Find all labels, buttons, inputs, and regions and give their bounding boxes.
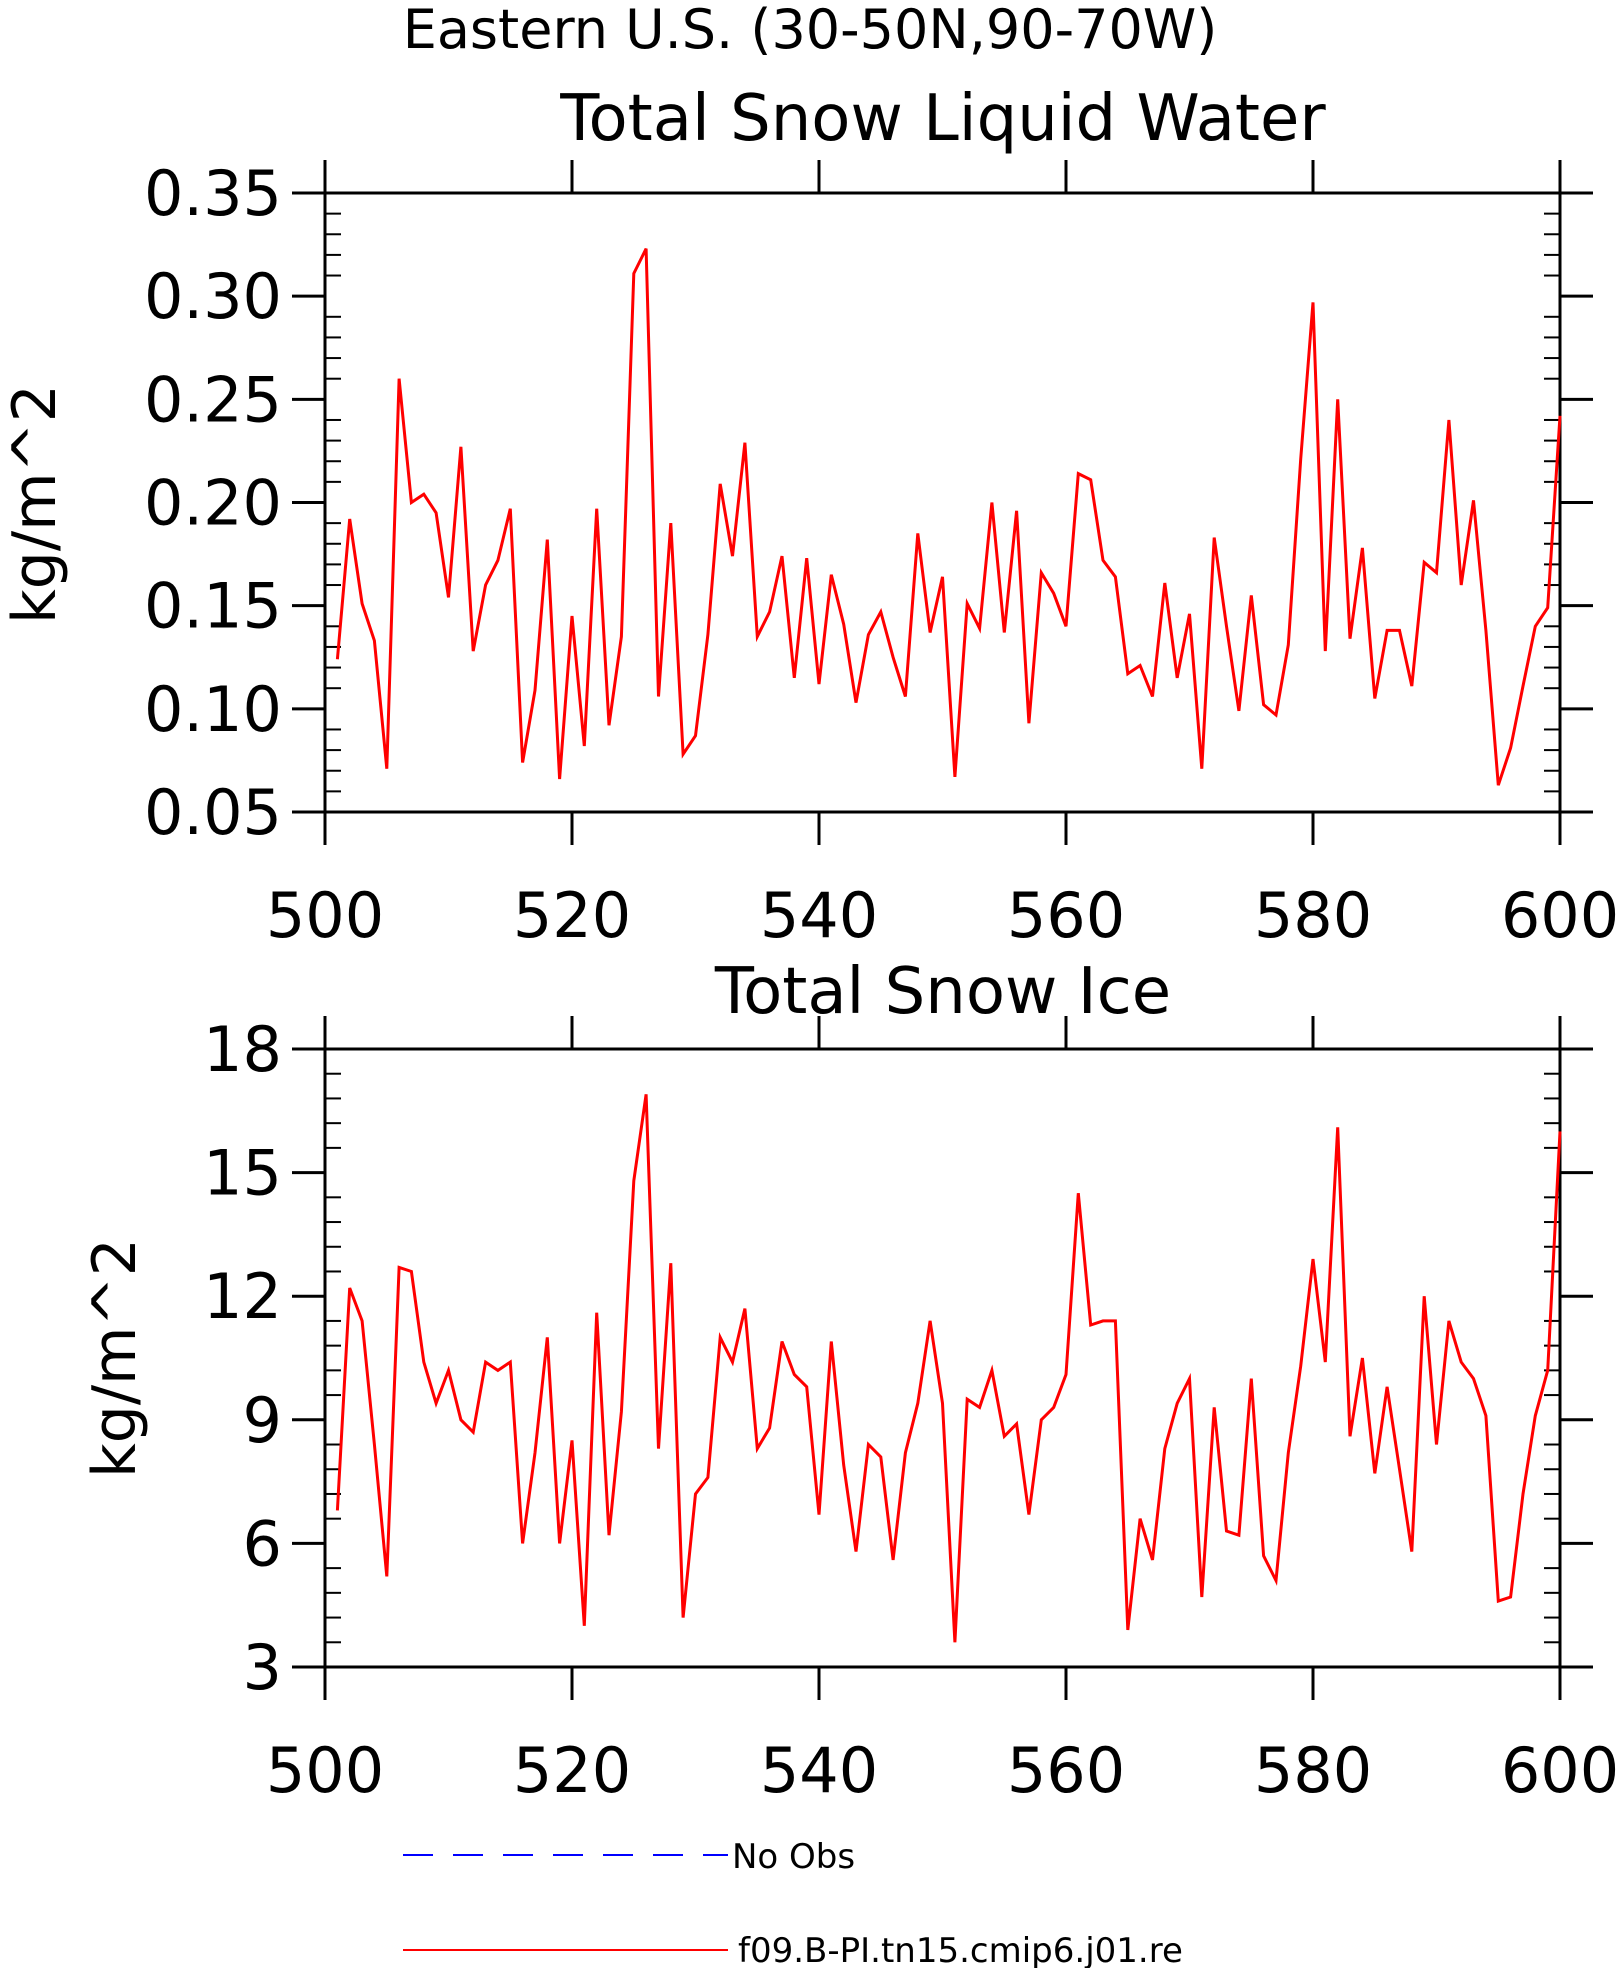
series-line [335, 1094, 1562, 1643]
x-tick-label: 500 [266, 879, 384, 952]
legend-label-model: f09.B-PI.tn15.cmip6.j01.re [738, 1931, 1183, 1968]
series-line [335, 248, 1562, 786]
x-tick-label: 580 [1254, 879, 1372, 952]
y-tick-label: 9 [243, 1384, 282, 1457]
y-axis-label: kg/m^2 [80, 1238, 150, 1478]
x-tick-label: 540 [760, 1734, 878, 1807]
y-tick-label: 0.25 [144, 363, 282, 436]
x-tick-label: 580 [1254, 1734, 1372, 1807]
y-tick-label: 0.20 [144, 467, 282, 540]
plot-frame [323, 191, 1562, 814]
x-tick-label: 560 [1007, 879, 1125, 952]
panel-title: Total Snow Ice [714, 955, 1171, 1029]
x-tick-label: 600 [1501, 1734, 1619, 1807]
plot-frame [323, 1047, 1562, 1669]
y-tick-label: 0.35 [144, 157, 282, 230]
y-tick-label: 0.10 [144, 673, 282, 746]
figure-title: Eastern U.S. (30-50N,90-70W) [403, 0, 1218, 61]
panel-title: Total Snow Liquid Water [559, 82, 1326, 156]
y-tick-label: 0.30 [144, 260, 282, 333]
panel-total-snow-ice: Total Snow Ice kg/m^2 500 520 540 560 580 600… [80, 955, 1619, 1807]
y-axis-label: kg/m^2 [0, 384, 70, 624]
x-tick-label: 520 [513, 879, 631, 952]
y-tick-label: 0.15 [144, 570, 282, 643]
x-tick-label: 540 [760, 879, 878, 952]
legend: No Obs f09.B-PI.tn15.cmip6.j01.re [403, 1837, 1183, 1968]
x-tick-label: 560 [1007, 1734, 1125, 1807]
y-tick-label: 6 [243, 1507, 282, 1580]
x-tick-label: 600 [1501, 879, 1619, 952]
x-tick-label: 520 [513, 1734, 631, 1807]
y-tick-label: 0.05 [144, 776, 282, 849]
x-tick-label: 500 [266, 1734, 384, 1807]
panel-total-snow-liquid-water: Total Snow Liquid Water kg/m^2 500 520 540… [0, 82, 1619, 952]
legend-label-no-obs: No Obs [732, 1837, 855, 1877]
y-tick-label: 15 [203, 1137, 282, 1210]
y-tick-label: 3 [243, 1631, 282, 1704]
y-tick-label: 18 [203, 1013, 282, 1086]
y-tick-label: 12 [203, 1260, 282, 1333]
